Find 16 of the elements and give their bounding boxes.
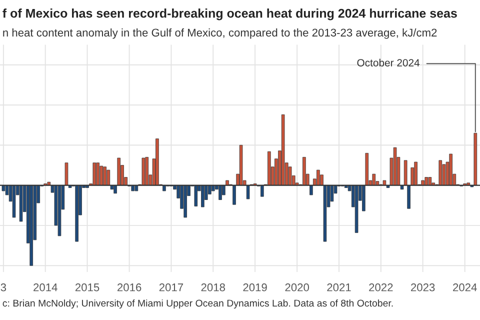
annotation: October 2024 <box>357 58 420 66</box>
x-tick-label: 2024 <box>453 283 477 292</box>
x-tick-label: 2022 <box>369 283 393 292</box>
x-tick-label: 2018 <box>201 283 226 292</box>
chart-title: f of Mexico has seen record-breaking ocean heat during 2024 hurricane seas <box>2 8 457 20</box>
x-tick-label: 2017 <box>159 283 184 292</box>
x-tick-label: 2021 <box>327 283 351 292</box>
x-tick-label: 3 <box>0 283 6 292</box>
x-tick-label: 2020 <box>285 283 309 292</box>
x-tick-label: 2016 <box>118 283 142 292</box>
x-tick-label: 2014 <box>34 283 58 292</box>
x-tick-label: 2023 <box>411 283 435 292</box>
x-tick-label: 2015 <box>75 283 100 292</box>
text: c: Brian McNoldy; University of Miami Upper Ocean Dynamics Lab. Data as of 8th October. <box>2 299 393 309</box>
x-tick-label: 2019 <box>243 283 267 292</box>
chart-subtitle: n heat content anomaly in the Gulf of Mexico, compared to the 2013-23 average, kJ/cm2 <box>3 28 437 39</box>
